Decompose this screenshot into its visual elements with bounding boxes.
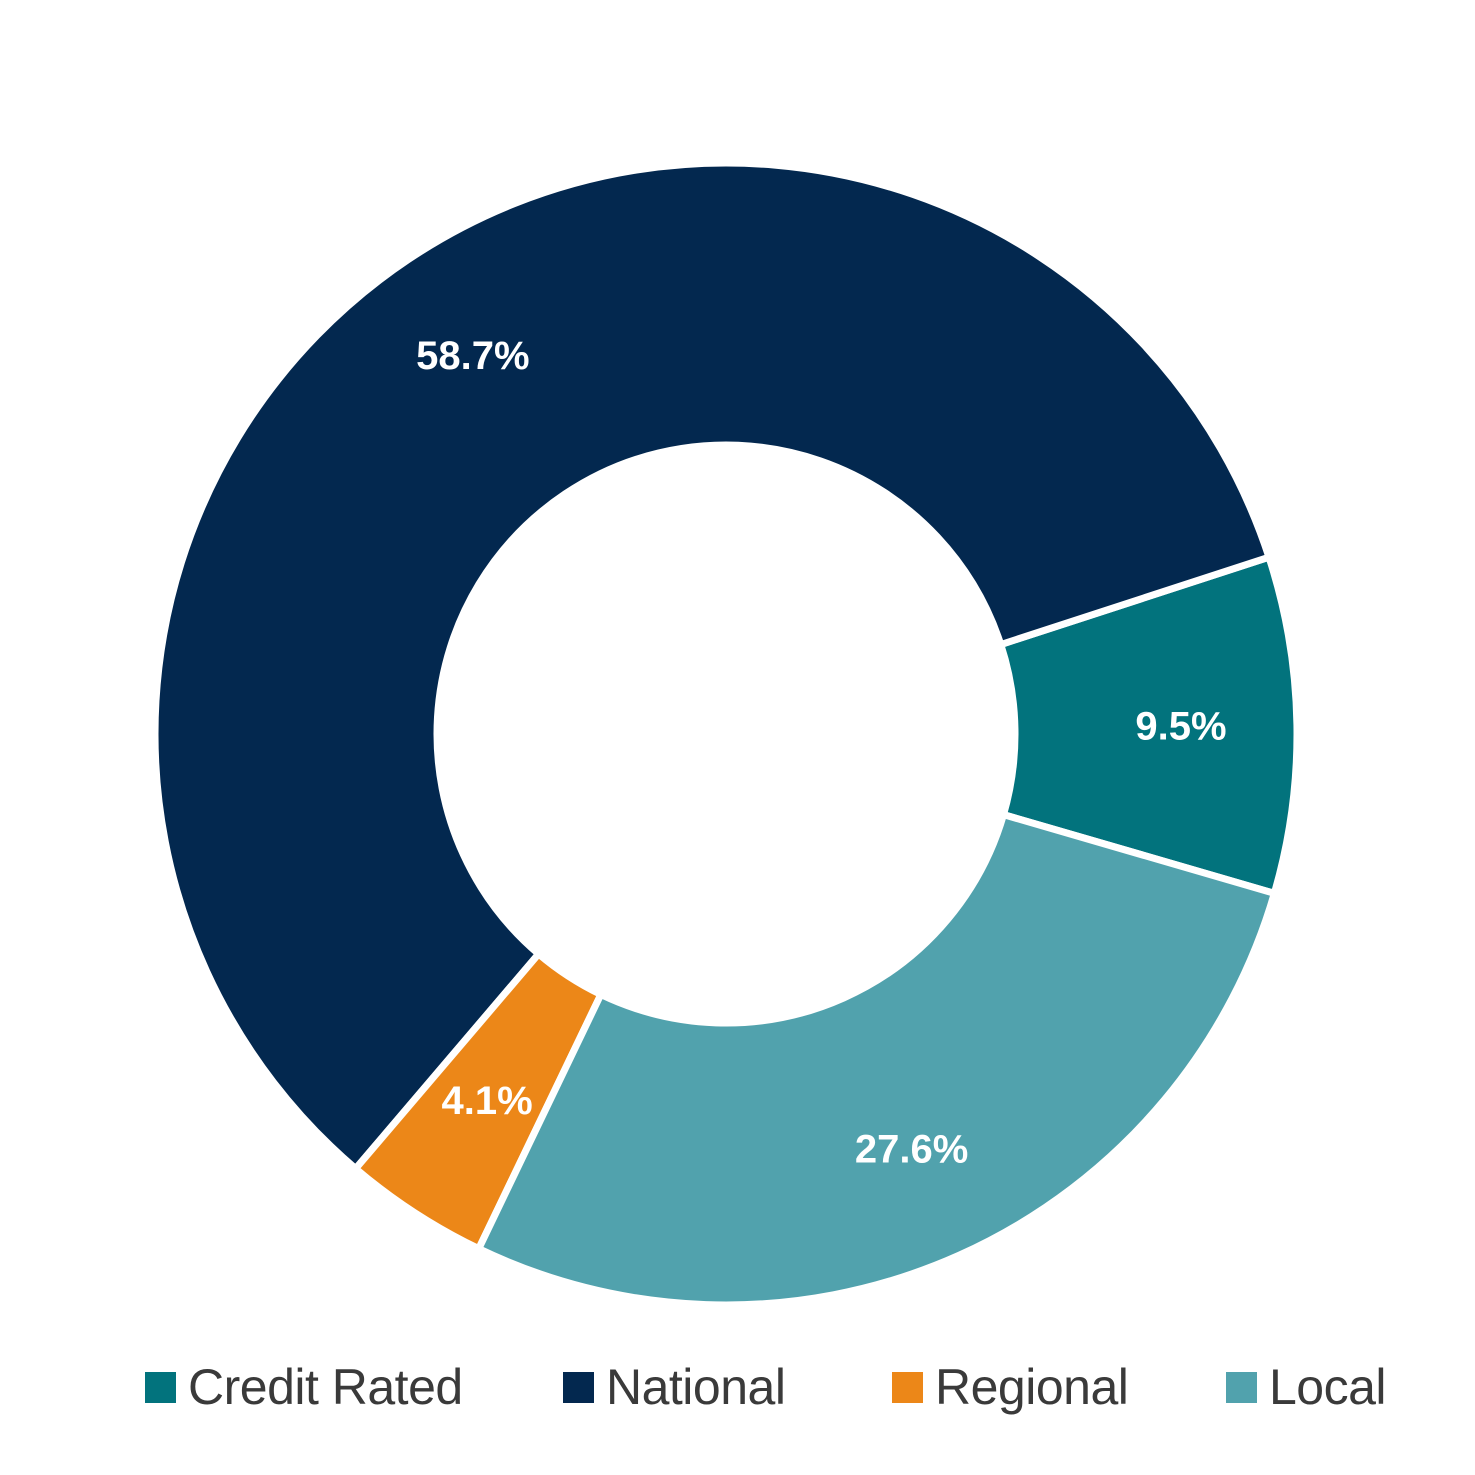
legend-swatch-credit-rated (145, 1371, 176, 1403)
legend-swatch-regional (892, 1371, 923, 1403)
legend-swatch-local (1226, 1371, 1257, 1403)
legend-label-national: National (606, 1359, 786, 1415)
slice-label-regional: 4.1% (442, 1079, 533, 1123)
slice-label-national: 58.7% (416, 334, 529, 378)
slice-label-credit-rated: 9.5% (1135, 705, 1226, 749)
slice-local[interactable] (474, 810, 1279, 1309)
legend-item-regional[interactable]: Regional (892, 1352, 1129, 1422)
legend-label-regional: Regional (935, 1359, 1129, 1415)
legend-label-local: Local (1269, 1359, 1387, 1415)
slice-regional[interactable] (350, 949, 606, 1254)
legend-item-national[interactable]: National (563, 1352, 786, 1422)
slice-label-local: 27.6% (855, 1127, 968, 1171)
chart-legend: Credit Rated National Regional Local (0, 1352, 1475, 1422)
slice-national[interactable] (151, 159, 1274, 1174)
donut-slices (151, 159, 1301, 1309)
slice-credit-rated[interactable] (996, 552, 1301, 898)
legend-item-local[interactable]: Local (1226, 1352, 1387, 1422)
slice-labels: 9.5% 58.7% 4.1% 27.6% (416, 334, 1226, 1172)
legend-swatch-national (563, 1371, 594, 1403)
legend-label-credit-rated: Credit Rated (188, 1359, 463, 1415)
legend-item-credit-rated[interactable]: Credit Rated (145, 1352, 463, 1422)
